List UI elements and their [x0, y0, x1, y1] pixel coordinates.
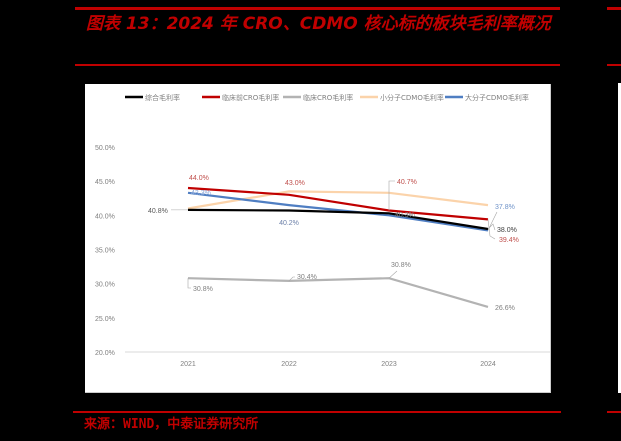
series-line — [187, 277, 489, 308]
y-tick-label: 30.0% — [95, 282, 115, 289]
leader-line — [487, 219, 496, 240]
legend-label: 综合毛利率 — [145, 93, 180, 102]
title-top-rule-right — [607, 7, 621, 10]
data-label: 40.3% — [395, 212, 415, 219]
adjacent-panel-edge — [618, 83, 621, 393]
title-bottom-rule-right — [607, 64, 621, 66]
x-tick-label: 2023 — [381, 361, 397, 368]
data-label: 40.8% — [148, 208, 168, 215]
data-label: 44.0% — [189, 175, 209, 182]
y-tick-label: 35.0% — [95, 248, 115, 255]
series-line — [187, 186, 489, 221]
data-label: 43.0% — [285, 180, 305, 187]
legend-label: 临床前CRO毛利率 — [222, 93, 279, 102]
title-top-rule — [75, 7, 560, 10]
legend-label: 小分子CDMO毛利率 — [380, 93, 444, 102]
line-chart: 20.0% 25.0% 30.0% 35.0% 40.0% 45.0% 50.0% 2021 2… — [95, 93, 550, 368]
data-label: 39.4% — [499, 237, 519, 244]
leader-line — [288, 276, 295, 282]
x-tick-label: 2024 — [480, 361, 496, 368]
chart-panel: 20.0% 25.0% 30.0% 35.0% 40.0% 45.0% 50.0% 2021 2… — [85, 84, 551, 393]
legend-label: 临床CRO毛利率 — [303, 93, 353, 102]
data-label: 30.8% — [193, 286, 213, 293]
data-label: 26.6% — [495, 305, 515, 312]
x-tick-label: 2021 — [180, 361, 196, 368]
y-tick-label: 40.0% — [95, 213, 115, 220]
figure-title: 图表 13：2024 年 CRO、CDMO 核心标的板块毛利率概况 — [86, 14, 551, 34]
y-tick-label: 45.0% — [95, 179, 115, 186]
source-rule-right — [607, 411, 621, 413]
y-tick-label: 20.0% — [95, 350, 115, 357]
series-line — [187, 208, 489, 231]
source-rule — [73, 411, 561, 413]
data-label: 43.3% — [191, 190, 211, 197]
data-label: 30.4% — [297, 274, 317, 281]
leader-line — [388, 180, 395, 211]
leader-line — [487, 211, 498, 231]
legend-label: 大分子CDMO毛利率 — [465, 93, 529, 102]
title-bottom-rule — [75, 64, 560, 66]
y-tick-label: 25.0% — [95, 316, 115, 323]
leader-line — [187, 278, 191, 289]
series-line — [187, 191, 489, 232]
data-label: 30.8% — [391, 262, 411, 269]
data-label: 40.7% — [397, 179, 417, 186]
leader-line — [388, 270, 398, 279]
data-label: 37.8% — [495, 204, 515, 211]
y-tick-label: 50.0% — [95, 145, 115, 152]
data-label: 40.2% — [279, 220, 299, 227]
source-note: 来源：WIND，中泰证券研究所 — [84, 417, 259, 432]
x-tick-label: 2022 — [281, 361, 297, 368]
data-label: 38.0% — [497, 227, 517, 234]
series-line — [187, 190, 489, 210]
